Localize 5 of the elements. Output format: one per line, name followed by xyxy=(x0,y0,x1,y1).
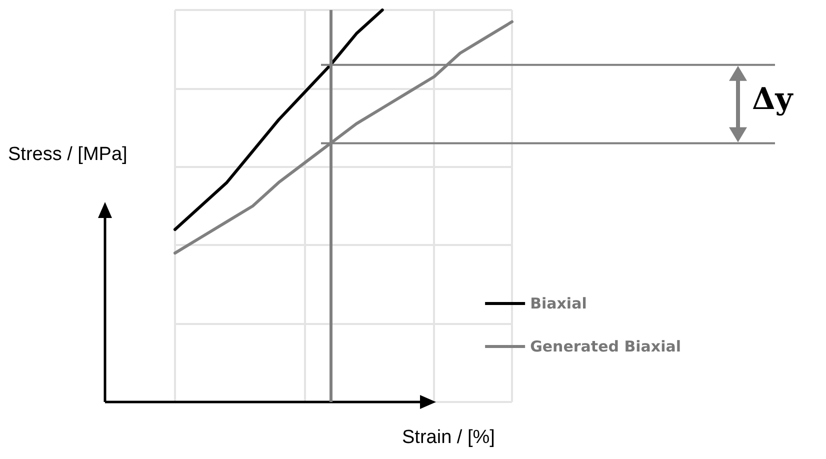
x-axis-title: Strain / [%] xyxy=(402,427,495,448)
y-axis-title: Stress / [MPa] xyxy=(8,144,128,165)
text: Δy xyxy=(752,82,793,118)
legend-label: Generated Biaxial xyxy=(530,338,681,356)
legend-label: Biaxial xyxy=(530,294,587,312)
